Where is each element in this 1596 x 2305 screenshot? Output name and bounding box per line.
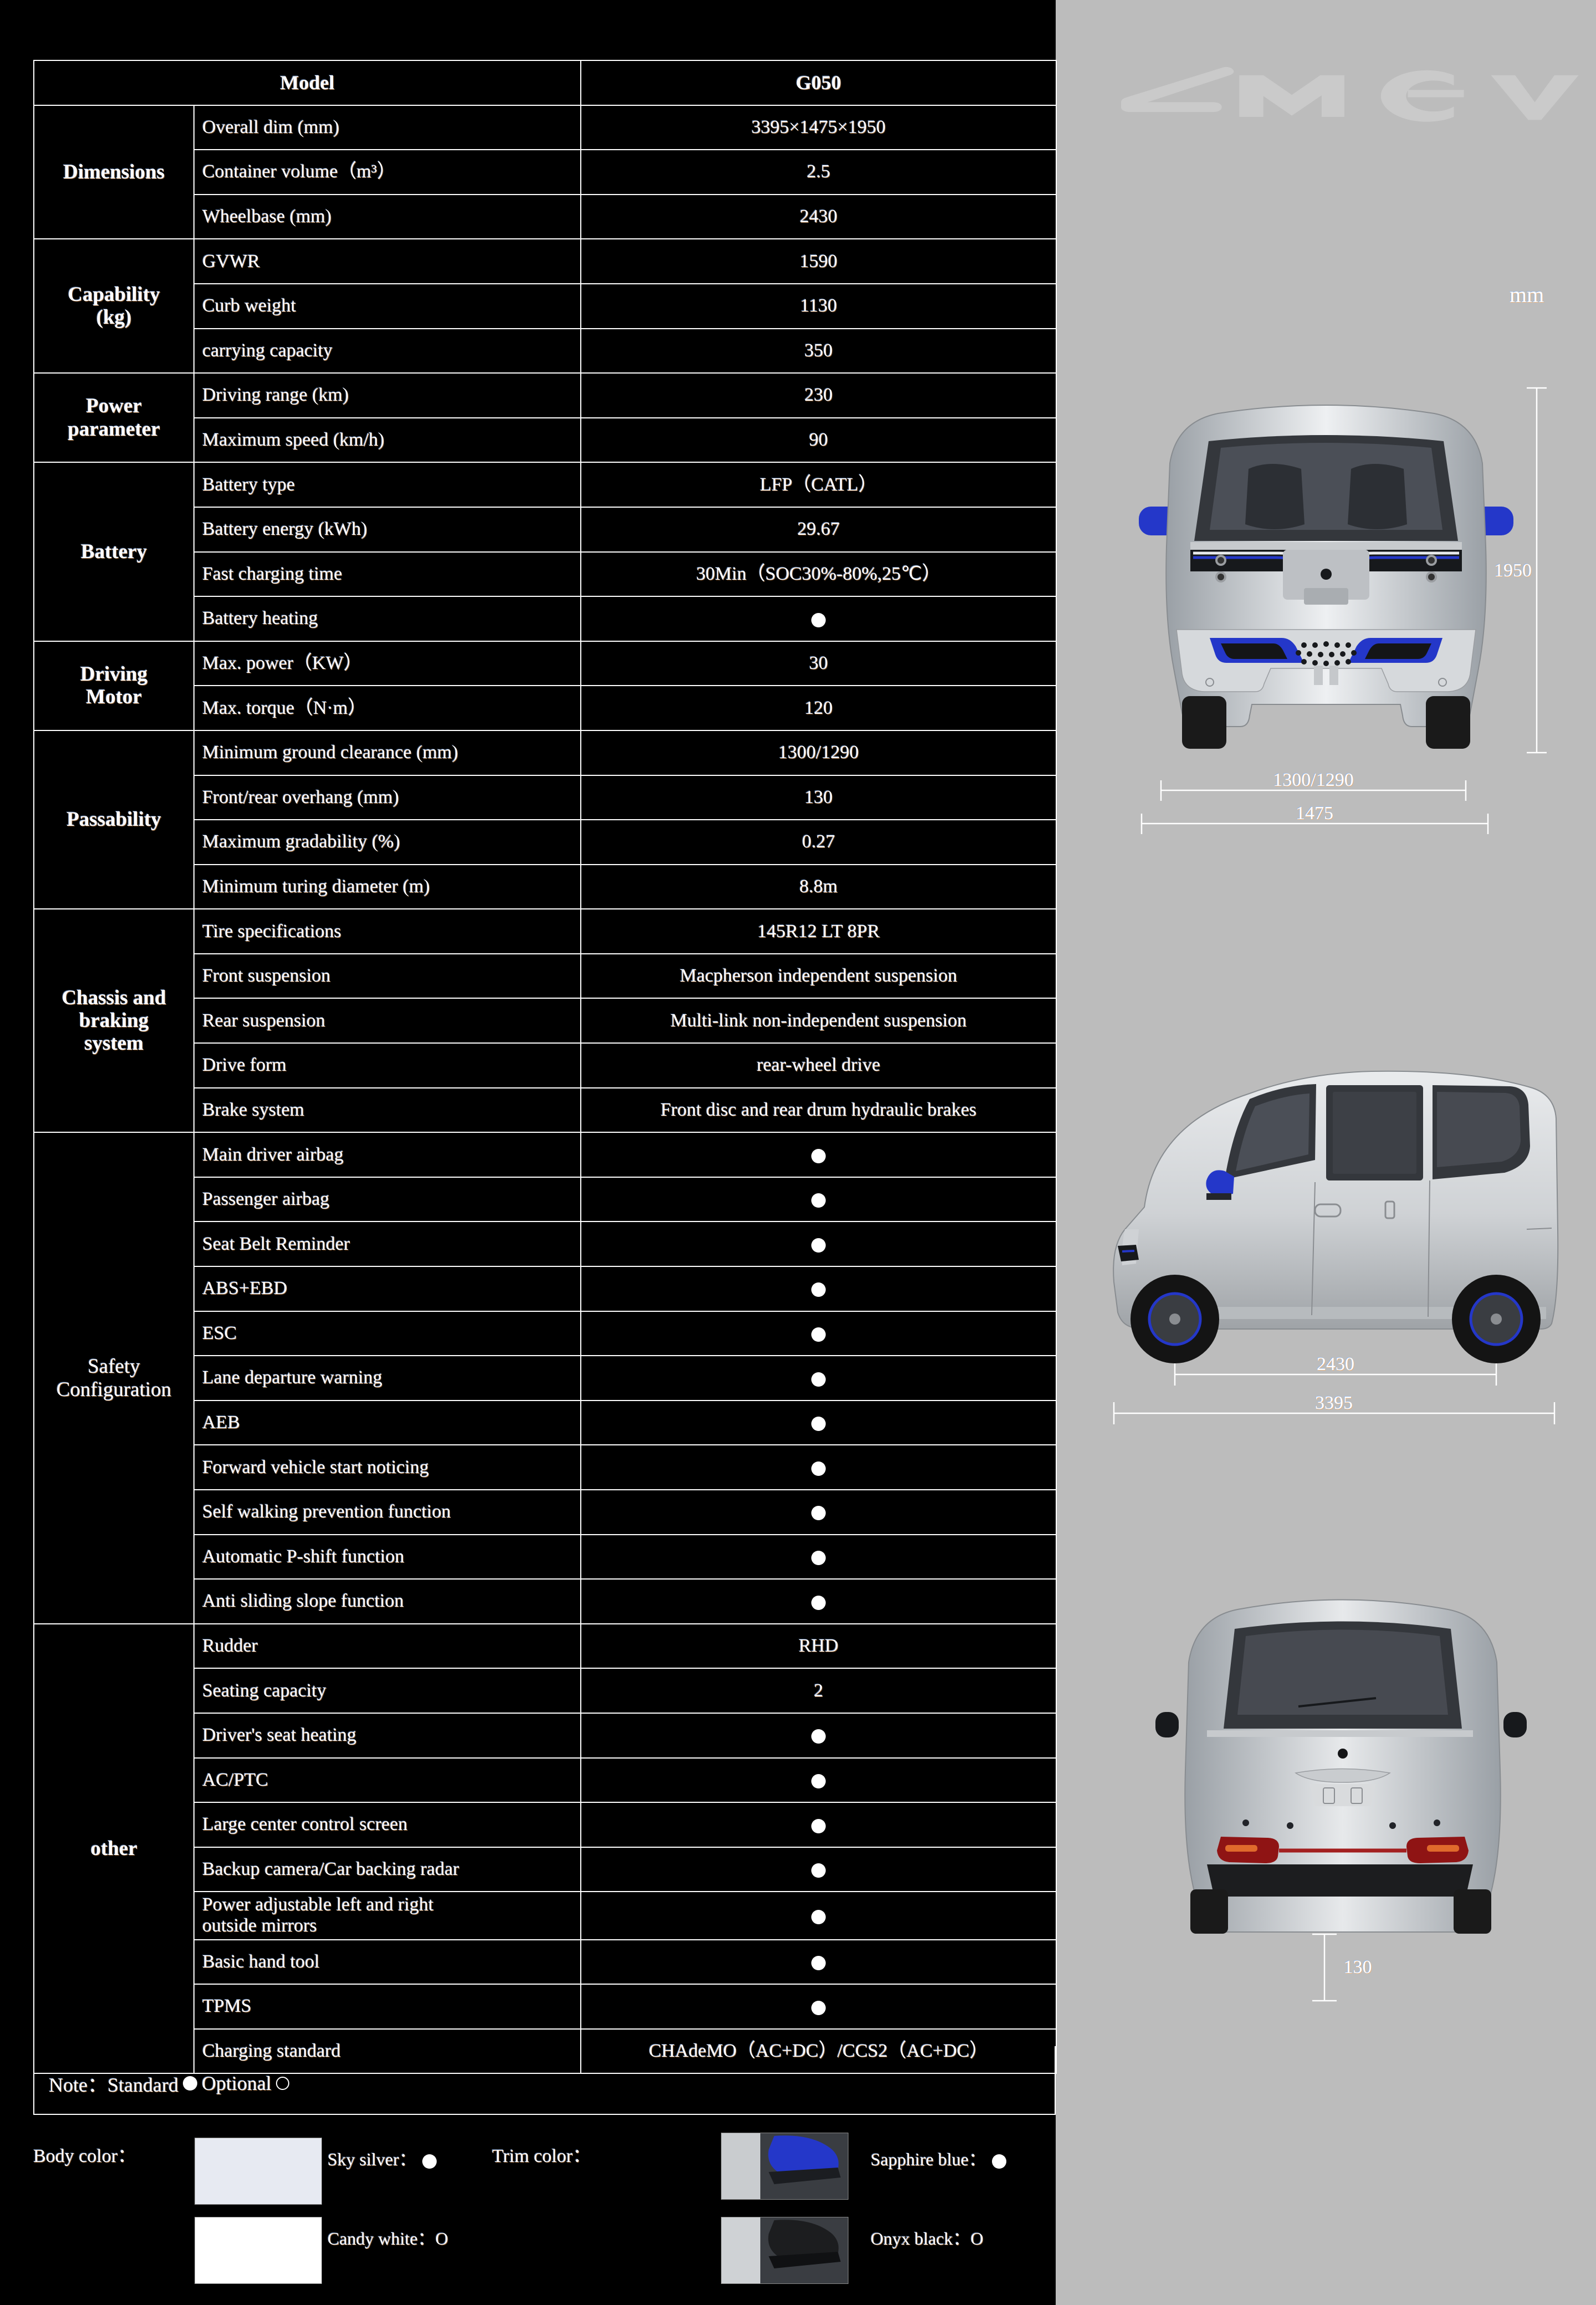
svg-text:130: 130 (1344, 1957, 1372, 1977)
svg-text:2430: 2430 (1317, 1354, 1354, 1374)
svg-text:1950: 1950 (1494, 560, 1532, 581)
svg-text:1300/1290: 1300/1290 (1273, 770, 1353, 790)
svg-text:3395: 3395 (1315, 1393, 1353, 1413)
svg-text:1475: 1475 (1296, 803, 1333, 824)
svg-text:mm: mm (1510, 282, 1544, 307)
